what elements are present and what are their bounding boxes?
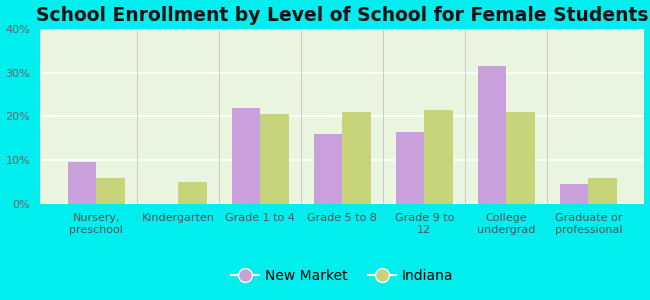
Bar [178,182,207,204]
Bar [424,110,453,204]
Title: School Enrollment by Level of School for Female Students: School Enrollment by Level of School for… [36,6,649,25]
Bar [588,178,617,204]
Bar [506,112,535,204]
Bar [96,178,125,204]
Bar [231,108,260,204]
Bar [260,114,289,204]
Bar [343,112,371,204]
Bar [396,132,424,204]
Bar [560,184,588,204]
Bar [478,66,506,204]
Bar [68,162,96,204]
Bar [313,134,343,204]
Legend: New Market, Indiana: New Market, Indiana [226,263,459,288]
